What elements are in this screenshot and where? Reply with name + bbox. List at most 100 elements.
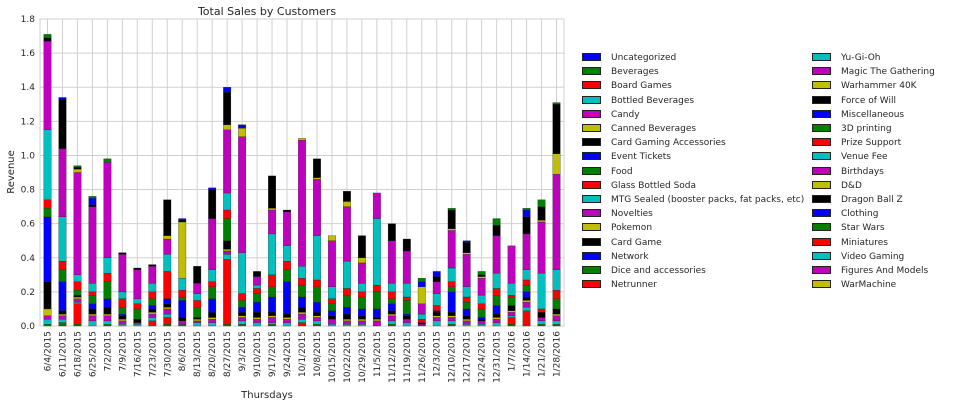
bar-segment <box>43 199 52 209</box>
bar-segment <box>43 129 52 200</box>
bar-segment <box>163 303 172 308</box>
bar-segment <box>432 281 441 294</box>
bar-segment <box>58 148 67 217</box>
bar-segment <box>328 298 336 304</box>
bar-segment <box>387 223 396 241</box>
legend-swatch <box>582 95 601 104</box>
legend-swatch <box>812 237 831 246</box>
y-tick-label: 1.4 <box>21 83 36 93</box>
bar-segment <box>43 324 52 327</box>
bar-segment <box>73 172 82 275</box>
bar-segment <box>328 315 336 320</box>
bar-segment <box>193 322 202 327</box>
bar-segment <box>73 301 82 304</box>
bar-segment <box>58 261 67 270</box>
legend-item: Network <box>582 251 649 263</box>
legend-item: Venue Fee <box>812 151 888 163</box>
legend-swatch <box>812 53 831 61</box>
bar-segment <box>223 250 232 255</box>
bar-segment <box>238 317 247 322</box>
bar-segment <box>477 274 486 277</box>
legend-item: Card Game <box>582 237 662 249</box>
bar-segment <box>552 174 561 270</box>
legend-item: Figures And Models <box>812 265 928 277</box>
bar-segment <box>522 209 531 217</box>
bar-segment <box>163 199 172 236</box>
bar-segment <box>268 296 276 313</box>
bar-segment <box>238 300 247 308</box>
bar-segment <box>522 269 531 281</box>
legend-label: Netrunner <box>611 280 657 291</box>
bar-segment <box>343 191 351 202</box>
bar-segment <box>343 206 351 262</box>
bar-segment <box>313 320 321 325</box>
bar-segment <box>507 296 516 306</box>
bar-segment <box>328 240 336 287</box>
bar-segment <box>73 295 82 298</box>
x-tick-labels: 6/4/2015 6/11/2015 6/18/2015 6/25/2015 7/2/2… <box>43 331 562 383</box>
bar-segment <box>43 34 52 38</box>
bar-segment <box>208 317 217 320</box>
bar-segment <box>537 308 546 313</box>
bar-segment <box>417 319 426 323</box>
x-tick-label: 8/27/2015 <box>223 331 233 377</box>
bar-segment <box>477 319 486 322</box>
x-tick-label: 12/3/2015 <box>433 331 443 377</box>
bar-segment <box>268 208 276 211</box>
bar-segment <box>148 264 157 267</box>
legend-item: Board Games <box>582 80 672 92</box>
bar-segment <box>492 225 501 236</box>
bar-segment <box>387 240 396 284</box>
bar-segment <box>522 284 531 293</box>
bar-segment <box>148 291 157 299</box>
bar-segment <box>163 317 172 325</box>
bar-segment <box>507 305 516 311</box>
bar-segment <box>73 296 82 299</box>
x-axis-label: Thursdays <box>240 390 293 401</box>
legend-label: Birthdays <box>841 166 884 177</box>
bar-segment <box>73 290 82 296</box>
bar-segment <box>537 272 546 310</box>
legend-item: 3D printing <box>812 123 892 135</box>
bar-segment <box>477 308 486 318</box>
bar-segment <box>268 322 276 325</box>
bar-segment <box>73 165 82 168</box>
bar-segment <box>58 281 67 311</box>
bar-segment <box>148 317 157 322</box>
legend-item: Canned Beverages <box>582 123 696 135</box>
bar-segment <box>148 283 157 293</box>
legend-label: Clothing <box>841 209 879 220</box>
bar-segment <box>477 278 486 296</box>
legend-label: Card Gaming Accessories <box>611 138 726 149</box>
bar-segment <box>178 296 187 301</box>
bar-segment <box>238 324 247 327</box>
bar-segment <box>193 307 202 318</box>
bar-segment <box>522 279 531 286</box>
legend-swatch <box>582 209 601 218</box>
legend-label: Prize Support <box>841 138 902 149</box>
bar-segment <box>492 218 501 226</box>
bar-segment <box>417 324 426 327</box>
bar-segment <box>357 324 366 327</box>
bar-segment <box>163 238 172 255</box>
bar-segment <box>417 322 426 325</box>
bar-segment <box>402 283 411 298</box>
bar-segment <box>552 153 561 175</box>
x-tick-label: 12/31/2015 <box>493 331 503 383</box>
legend-label: Canned Beverages <box>611 124 697 134</box>
bar-segment <box>462 324 471 327</box>
y-tick-labels: 0.0 0.2 0.4 0.6 0.8 1.0 1.2 1.4 1.6 1.8 <box>21 15 36 332</box>
bar-segment <box>402 319 411 323</box>
x-tick-label: 12/24/2015 <box>478 331 488 383</box>
bar-segment <box>223 192 232 211</box>
legend-item: Novelties <box>582 208 653 220</box>
bar-segment <box>118 307 127 315</box>
bar-segment <box>387 320 396 325</box>
legend-item: Star Wars <box>812 222 885 234</box>
bar-segment <box>133 308 142 320</box>
bar-segment <box>238 252 247 294</box>
legend-swatch <box>812 251 831 260</box>
bar-segment <box>313 315 321 318</box>
bar-segment <box>328 310 336 316</box>
bar-segment <box>402 315 411 320</box>
